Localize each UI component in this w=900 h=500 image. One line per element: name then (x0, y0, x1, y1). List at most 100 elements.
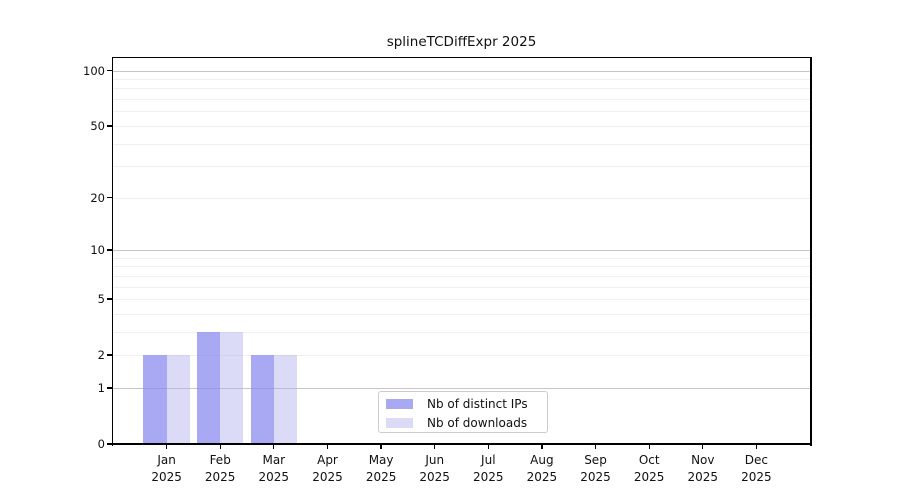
minor-gridline (113, 257, 810, 259)
x-tick-label-sep: Sep 2025 (564, 452, 628, 486)
month-label: May (368, 453, 394, 467)
legend-swatch-distinct-ips (386, 399, 413, 409)
minor-gridline (113, 331, 810, 333)
x-tick-label-feb: Feb 2025 (188, 452, 252, 486)
y-axis-tick (106, 69, 112, 72)
x-axis-tick (273, 444, 275, 450)
minor-gridline (113, 143, 810, 145)
minor-gridline (113, 111, 810, 113)
major-gridline (113, 70, 810, 72)
minor-gridline (113, 355, 810, 357)
year-label: 2025 (365, 470, 397, 484)
y-axis-tick (106, 354, 112, 356)
y-tick-label: 100 (83, 63, 105, 78)
bar-feb-ips (196, 331, 221, 444)
month-label: Mar (262, 453, 286, 467)
y-axis-tick (106, 298, 112, 300)
x-tick-label-nov: Nov 2025 (671, 452, 735, 486)
x-axis-line (111, 443, 812, 445)
month-label: Dec (744, 453, 768, 467)
y-tick-label: 20 (90, 190, 105, 205)
y-tick-label: 5 (97, 292, 105, 306)
x-tick-label-may: May 2025 (349, 452, 413, 486)
minor-gridline (113, 313, 810, 315)
x-tick-label-jun: Jun 2025 (403, 452, 467, 486)
x-axis-tick (702, 444, 704, 450)
minor-gridline (113, 79, 810, 80)
major-gridline (113, 387, 810, 389)
x-tick-label-oct: Oct 2025 (617, 452, 681, 486)
year-label: 2025 (204, 470, 236, 484)
month-label: Sep (584, 453, 607, 467)
month-label: Jan (157, 453, 176, 467)
y-axis-tick (106, 443, 112, 445)
y-axis-tick (106, 249, 112, 251)
top-spine (111, 56, 812, 58)
bar-feb-downloads (220, 331, 244, 444)
legend-label-distinct-ips: Nb of distinct IPs (427, 397, 528, 411)
month-label: Jun (425, 453, 445, 467)
x-tick-label-jan: Jan 2025 (135, 452, 199, 486)
bar-mar-ips (250, 355, 274, 444)
y-axis-tick (106, 197, 112, 199)
x-tick-label-dec: Dec 2025 (724, 452, 788, 486)
bar-jan-downloads (166, 355, 190, 444)
minor-gridline (113, 266, 810, 268)
y-tick-label: 50 (90, 118, 105, 133)
minor-gridline (113, 99, 810, 101)
x-axis-tick (219, 444, 221, 450)
minor-gridline (113, 299, 810, 300)
month-label: Aug (530, 453, 554, 467)
year-label: 2025 (312, 470, 343, 484)
x-axis-tick (594, 444, 597, 450)
x-axis-tick (434, 444, 436, 450)
x-axis-tick (541, 444, 543, 450)
bar-mar-downloads (273, 355, 298, 444)
minor-gridline (113, 125, 810, 127)
y-axis-tick (106, 387, 112, 389)
y-tick-label: 0 (97, 437, 105, 451)
x-axis-tick (755, 444, 758, 450)
x-axis-tick (165, 444, 168, 450)
minor-gridline (113, 197, 810, 199)
minor-gridline (113, 88, 810, 90)
year-label: 2025 (633, 470, 665, 484)
month-label: Nov (691, 453, 715, 467)
year-label: 2025 (687, 470, 719, 484)
month-label: Apr (317, 453, 338, 467)
left-spine (111, 56, 113, 446)
year-label: 2025 (419, 470, 450, 484)
minor-gridline (113, 275, 810, 277)
year-label: 2025 (526, 470, 558, 484)
year-label: 2025 (473, 470, 504, 484)
x-axis-tick (380, 444, 382, 450)
x-tick-label-apr: Apr 2025 (296, 452, 360, 486)
chart-title: splineTCDiffExpr 2025 (386, 34, 537, 50)
year-label: 2025 (151, 470, 182, 484)
y-tick-label: 2 (97, 348, 105, 363)
year-label: 2025 (741, 470, 772, 484)
legend-item-downloads: Nb of downloads (386, 414, 547, 432)
y-tick-label: 1 (97, 380, 105, 395)
minor-gridline (113, 286, 810, 288)
x-tick-label-mar: Mar 2025 (242, 452, 306, 486)
x-axis-tick (487, 444, 489, 450)
month-label: Oct (638, 453, 660, 467)
x-axis-tick (648, 444, 650, 450)
y-tick-label: 10 (90, 243, 105, 257)
month-label: Jul (481, 453, 496, 467)
legend: Nb of distinct IPs Nb of downloads (378, 391, 548, 433)
month-label: Feb (209, 453, 231, 467)
x-tick-label-aug: Aug 2025 (510, 452, 574, 486)
legend-item-distinct-ips: Nb of distinct IPs (386, 395, 547, 413)
major-gridline (113, 250, 810, 251)
legend-label-downloads: Nb of downloads (427, 416, 528, 430)
year-label: 2025 (580, 470, 611, 484)
legend-swatch-downloads (386, 418, 413, 428)
x-axis-tick (326, 444, 329, 450)
x-tick-label-jul: Jul 2025 (456, 452, 520, 486)
minor-gridline (113, 166, 810, 168)
year-label: 2025 (258, 470, 290, 484)
plot-area: splineTCDiffExpr 2025 0 1 2 5 10 20 50 100 Jan 20… (83, 34, 812, 484)
